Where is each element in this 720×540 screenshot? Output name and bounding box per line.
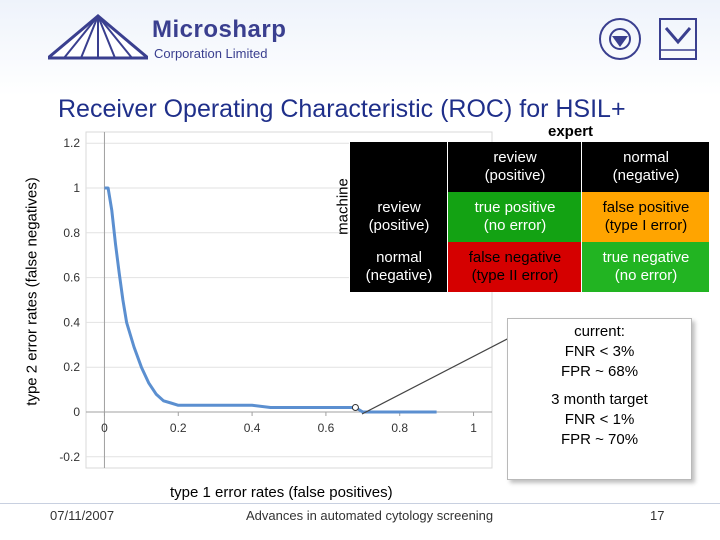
cell-false-positive: false positive (type I error) [582,192,710,242]
row-header-normal: normal (negative) [350,242,448,292]
target-fpr: FPR ~ 70% [560,431,639,448]
matrix-divider [581,142,582,292]
matrix-corner [350,142,448,192]
company-logo-icon [48,14,148,60]
confusion-matrix: review (positive) normal (negative) review… [349,142,710,292]
footer-divider [0,503,720,504]
matrix-divider [709,142,710,292]
current-fnr: FNR < 3% [564,343,635,360]
x-tick-label: 0.4 [244,421,261,435]
status-callout: current: FNR < 3% FPR ~ 68% 3 month targ… [507,318,692,480]
y-tick-label: 1.2 [63,136,80,150]
expert-label: expert [548,123,594,140]
col-header-review: review (positive) [448,142,582,192]
y-tick-label: 0 [73,405,80,419]
cell-true-positive: true positive (no error) [448,192,582,242]
matrix-divider [447,142,448,292]
target-fnr: FNR < 1% [564,411,635,428]
x-tick-label: 0 [101,421,108,435]
y-tick-label: 0.2 [63,360,80,374]
x-tick-label: 0.6 [318,421,335,435]
matrix-divider [349,142,350,292]
company-name: Microsharp [152,16,287,43]
y-tick-label: 0.4 [63,315,80,329]
y-tick-label: 0.6 [63,271,80,285]
company-subtitle: Corporation Limited [154,46,268,61]
current-point-marker [351,404,359,412]
current-label: current: [574,323,625,340]
current-fpr: FPR ~ 68% [560,363,639,380]
callout-pointer [361,334,516,415]
y-tick-label: 0.8 [63,226,80,240]
x-axis-label: type 1 error rates (false positives) [170,484,393,501]
slide-title: Receiver Operating Characteristic (ROC) … [58,95,626,123]
footer-date: 07/11/2007 [50,508,115,523]
target-label: 3 month target [551,391,648,408]
x-tick-label: 1 [470,421,477,435]
footer-title: Advances in automated cytology screening [246,508,494,523]
y-tick-label: 1 [73,181,80,195]
x-tick-label: 0.2 [170,421,187,435]
col-header-normal: normal (negative) [582,142,710,192]
page-number: 17 [650,508,665,523]
row-header-review: review (positive) [350,192,448,242]
x-tick-label: 0.8 [391,421,408,435]
cell-false-negative: false negative (type II error) [448,242,582,292]
y-axis-label: type 2 error rates (false negatives) [23,177,41,406]
y-tick-label: -0.2 [59,450,80,464]
certification-seals-icon [599,18,697,60]
cell-true-negative: true negative (no error) [582,242,710,292]
